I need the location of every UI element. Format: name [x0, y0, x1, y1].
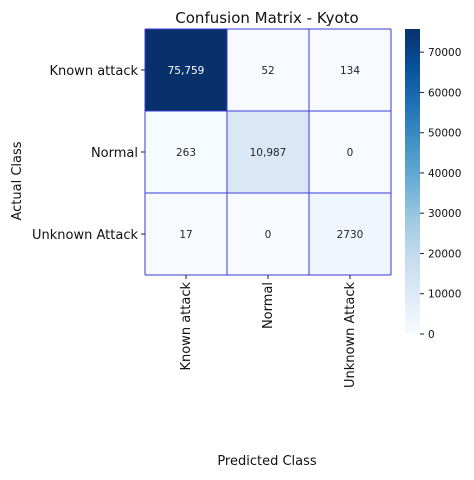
- x-tick-label: Normal: [261, 282, 276, 329]
- colorbar-ticks: 0 10000 20000 30000 40000 50000 60000 70000: [420, 47, 461, 341]
- heatmap-cell: [227, 193, 309, 275]
- colorbar-tick-label: 20000: [428, 248, 461, 260]
- colorbar: [405, 29, 420, 334]
- heatmap-cell: [309, 111, 391, 193]
- x-axis-ticks: Known attack Normal Unknown Attack: [179, 275, 358, 388]
- x-tick-label: Known attack: [179, 282, 194, 371]
- heatmap-cell: [227, 29, 309, 111]
- heatmap-cell: [227, 111, 309, 193]
- y-tick-label: Normal: [91, 146, 138, 161]
- cell-value-label: 0: [347, 147, 354, 159]
- colorbar-tick-label: 30000: [428, 208, 461, 220]
- y-axis-label: Actual Class: [10, 141, 25, 220]
- x-axis-label: Predicted Class: [217, 454, 317, 469]
- heatmap-cells: [145, 29, 391, 275]
- colorbar-tick-label: 70000: [428, 47, 461, 59]
- colorbar-tick-label: 50000: [428, 128, 461, 140]
- heatmap-cell: [145, 193, 227, 275]
- heatmap-cell-labels: 75,759 52 134 263 10,987 0 17 0 2730: [168, 65, 364, 241]
- cell-value-label: 263: [176, 147, 196, 159]
- cell-value-label: 134: [340, 65, 360, 77]
- colorbar-tick-label: 40000: [428, 168, 461, 180]
- cell-value-label: 2730: [337, 229, 364, 241]
- cell-value-label: 75,759: [168, 65, 205, 77]
- colorbar-tick-label: 0: [428, 329, 435, 341]
- heatmap-cell: [145, 29, 227, 111]
- cell-value-label: 17: [179, 229, 192, 241]
- cell-value-label: 52: [261, 65, 274, 77]
- heatmap-cell: [145, 111, 227, 193]
- y-tick-label: Known attack: [49, 64, 138, 79]
- cell-value-label: 0: [265, 229, 272, 241]
- y-axis-ticks: Known attack Normal Unknown Attack: [32, 64, 145, 243]
- heatmap-cell: [309, 29, 391, 111]
- colorbar-tick-label: 10000: [428, 289, 461, 301]
- x-tick-label: Unknown Attack: [343, 282, 358, 388]
- y-tick-label: Unknown Attack: [32, 228, 138, 243]
- cell-value-label: 10,987: [250, 147, 287, 159]
- heatmap-cell: [309, 193, 391, 275]
- colorbar-tick-label: 60000: [428, 87, 461, 99]
- chart-title: Confusion Matrix - Kyoto: [175, 9, 358, 27]
